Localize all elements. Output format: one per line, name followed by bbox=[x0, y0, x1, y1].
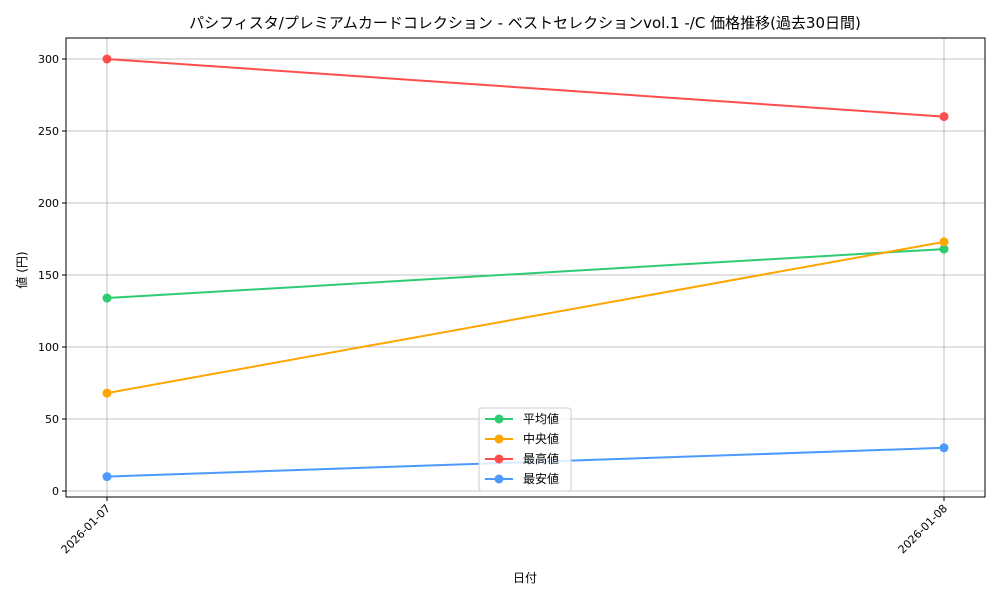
x-tick-label: 2026-01-07 bbox=[59, 502, 113, 556]
y-tick-label: 50 bbox=[45, 413, 59, 426]
data-point bbox=[102, 54, 112, 64]
data-point bbox=[102, 388, 112, 398]
legend-label: 中央値 bbox=[523, 431, 559, 446]
y-tick-label: 300 bbox=[38, 53, 59, 66]
legend-label: 最高値 bbox=[523, 451, 559, 466]
y-tick-label: 150 bbox=[38, 269, 59, 282]
data-point bbox=[939, 112, 949, 122]
legend-label: 最安値 bbox=[523, 471, 559, 486]
legend-marker bbox=[494, 474, 504, 484]
data-point bbox=[939, 443, 949, 453]
plot-frame bbox=[65, 37, 986, 498]
grid bbox=[66, 38, 985, 497]
y-tick-label: 100 bbox=[38, 341, 59, 354]
y-axis: 0 50 100 150 200 250 300 bbox=[38, 53, 66, 498]
x-axis: 2026-01-07 2026-01-08 bbox=[59, 497, 950, 556]
y-tick-label: 0 bbox=[52, 485, 59, 498]
legend-marker bbox=[494, 454, 504, 464]
series-line bbox=[106, 58, 945, 118]
data-point bbox=[102, 293, 112, 303]
series-line bbox=[106, 248, 945, 300]
legend-box bbox=[478, 407, 572, 492]
x-tick-label: 2026-01-08 bbox=[896, 502, 950, 556]
y-tick-label: 250 bbox=[38, 125, 59, 138]
data-point bbox=[939, 237, 949, 247]
legend-marker bbox=[494, 414, 504, 424]
y-axis-label: 値 (円) bbox=[14, 251, 29, 288]
chart-title: パシフィスタ/プレミアムカードコレクション - ベストセレクションvol.1 -… bbox=[189, 14, 861, 32]
data-point bbox=[102, 472, 112, 482]
data-point bbox=[939, 244, 949, 254]
series-lines bbox=[102, 54, 949, 482]
legend-marker bbox=[494, 434, 504, 444]
x-axis-label: 日付 bbox=[513, 571, 537, 585]
series-line bbox=[106, 240, 945, 395]
y-tick-label: 200 bbox=[38, 197, 59, 210]
legend-label: 平均値 bbox=[523, 411, 559, 426]
